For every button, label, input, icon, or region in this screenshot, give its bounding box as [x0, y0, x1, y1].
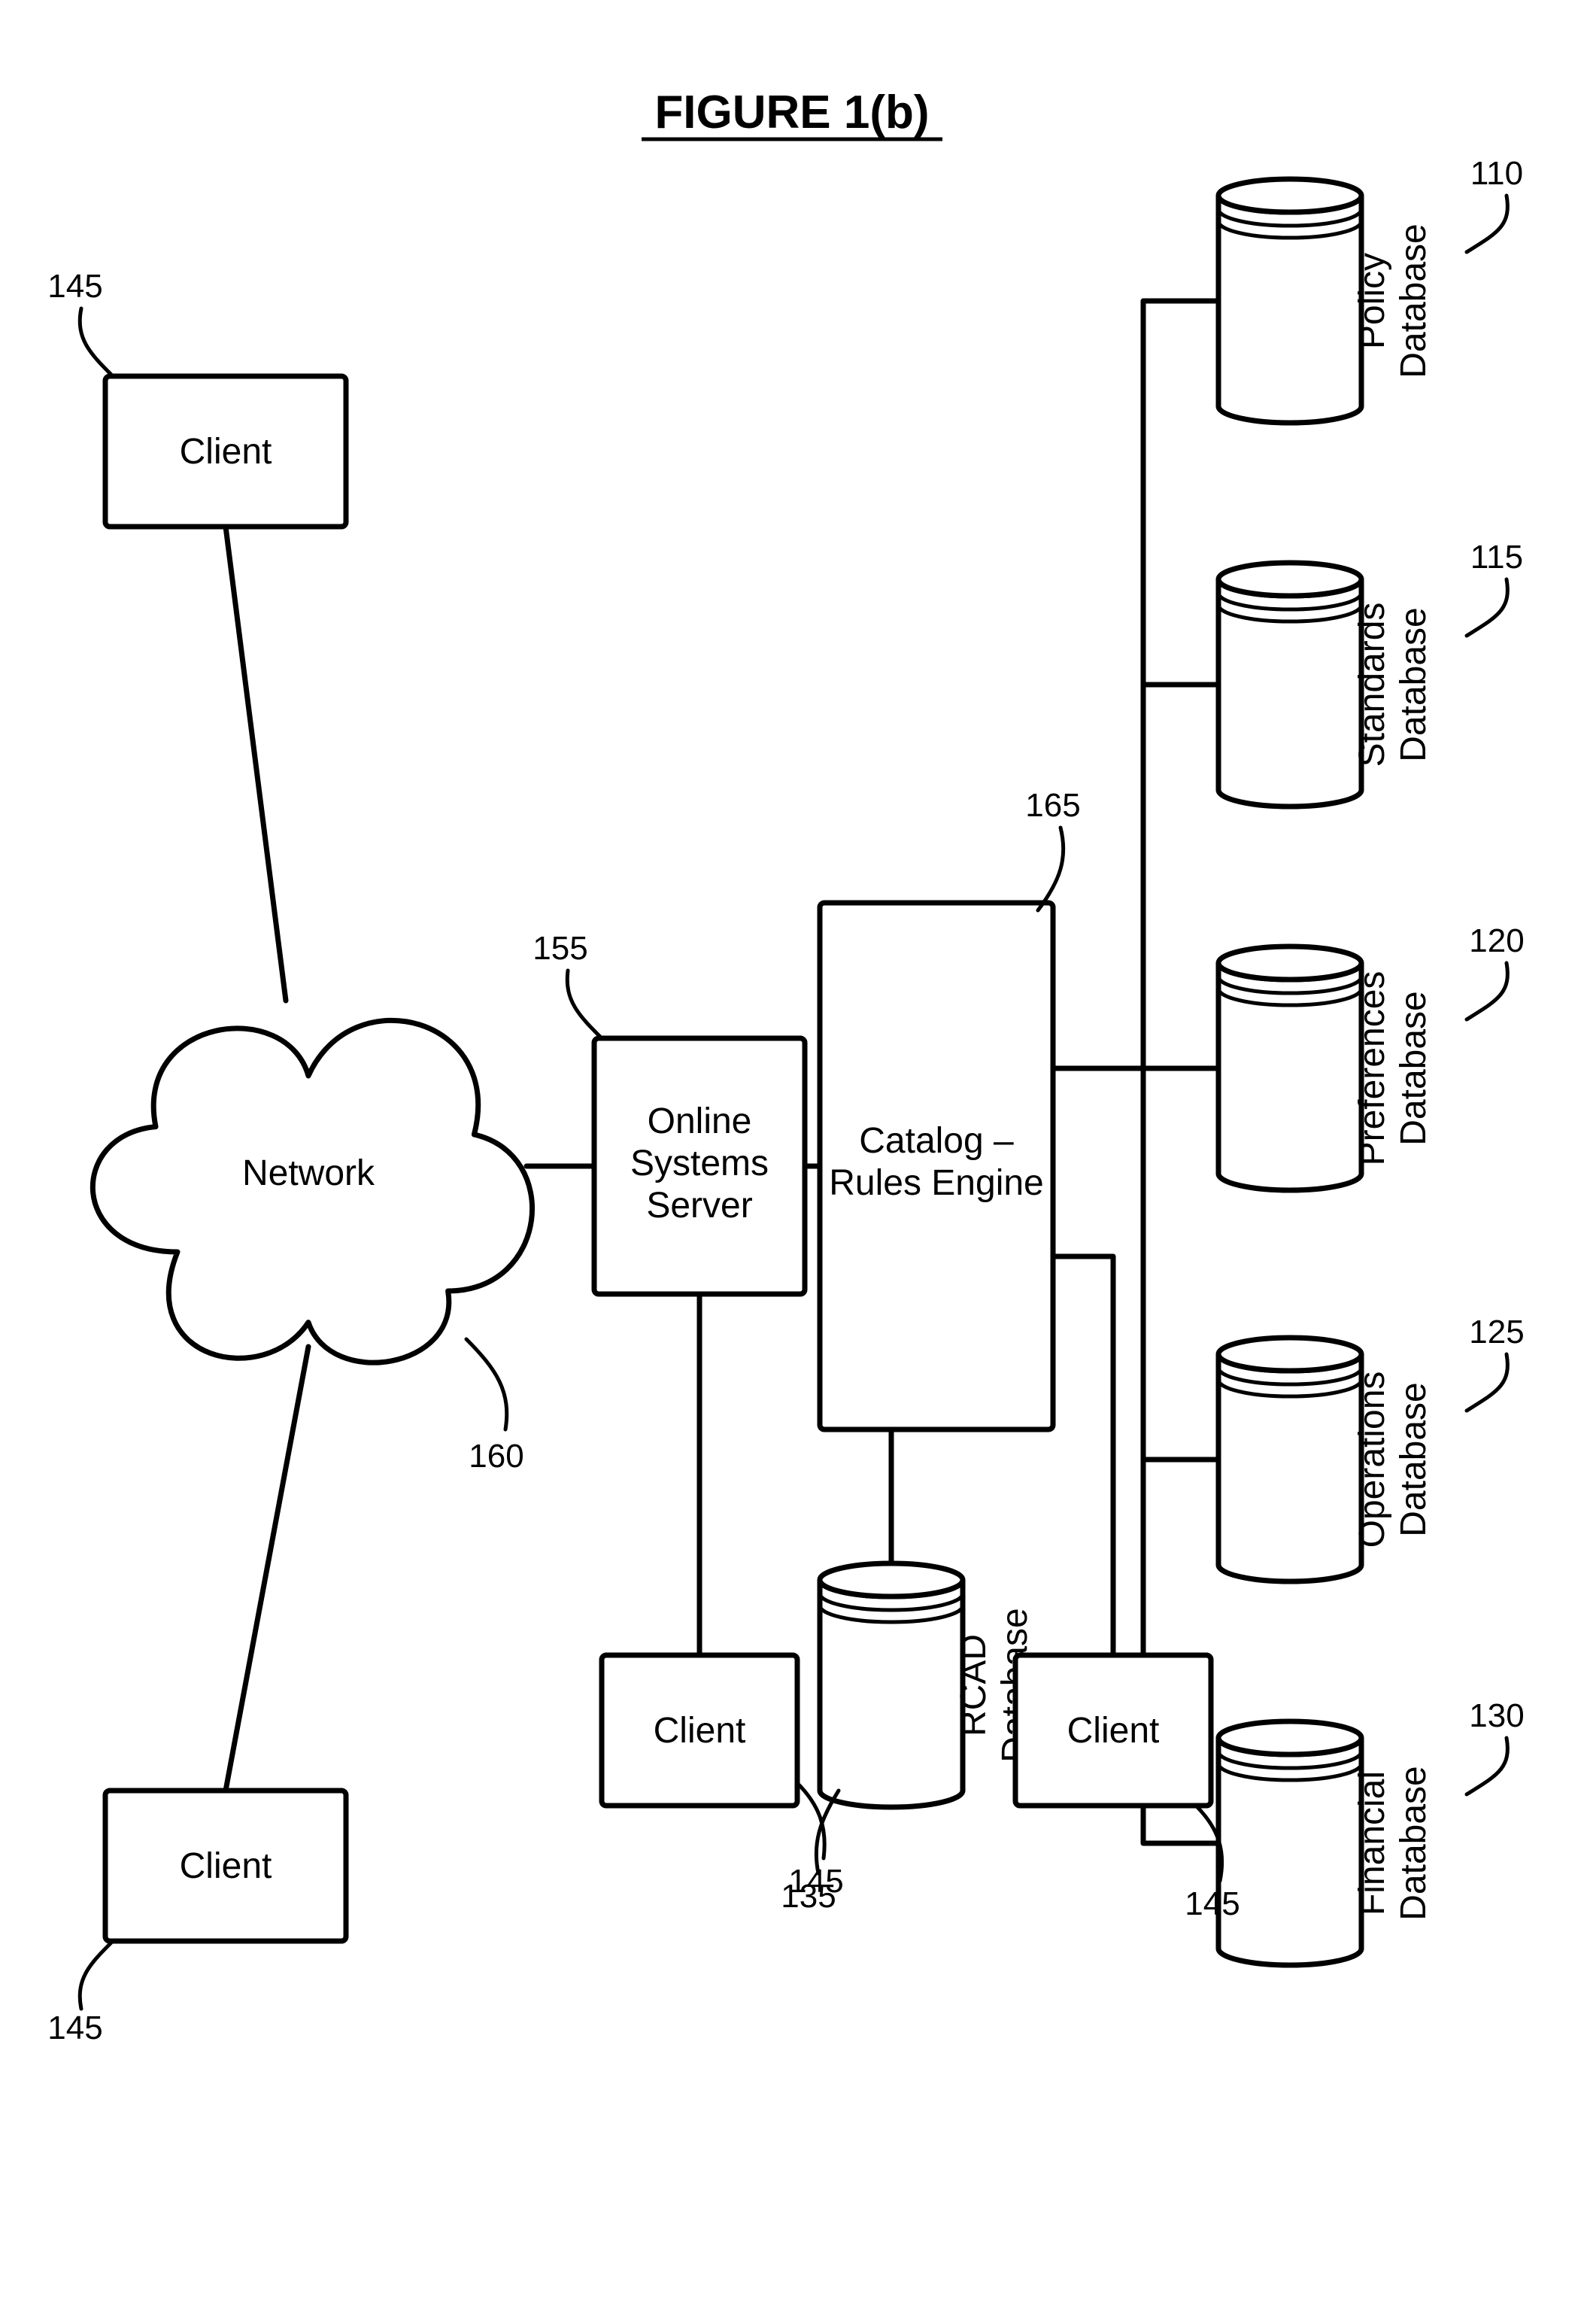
db-top [1218, 946, 1361, 980]
label: Server [646, 1186, 752, 1226]
db-label-2: Database [1394, 1382, 1434, 1536]
cloud-label: Network [242, 1153, 375, 1193]
label: Catalog – [859, 1121, 1014, 1161]
box-label: Client [1067, 1711, 1160, 1751]
ref-db_policy: 110 [1470, 155, 1523, 192]
ref-client_bl: 145 [47, 2010, 102, 2046]
db-label-1: Policy [1352, 253, 1392, 349]
ref-client_tl: 145 [47, 268, 102, 305]
ref-server: 155 [533, 930, 587, 967]
box-client_srv: Client [602, 1655, 797, 1806]
db-body [1218, 963, 1361, 1190]
ref-db_ops: 125 [1469, 1314, 1524, 1350]
db-body [1218, 1738, 1361, 1965]
db-label-2: Database [1394, 991, 1434, 1145]
db-label-1: Operations [1352, 1372, 1392, 1548]
ref-db_std: 115 [1470, 539, 1523, 576]
db-label-1: Standards [1352, 603, 1392, 767]
db-label-1: RCAD [954, 1634, 994, 1736]
box-label: Client [180, 1846, 272, 1886]
ref-network: 160 [469, 1438, 523, 1475]
ref-db_pref: 120 [1469, 922, 1524, 959]
box-client_cat: Client [1015, 1655, 1211, 1806]
db-label-2: Database [1394, 223, 1434, 378]
db-label-2: Database [1394, 607, 1434, 761]
db-top [1218, 179, 1361, 212]
db-top [1218, 1338, 1361, 1371]
box-client_bl: Client [105, 1791, 346, 1941]
db-body [820, 1580, 963, 1807]
db-body [1218, 1354, 1361, 1581]
box-label: Client [654, 1711, 746, 1751]
box-label: Client [180, 432, 272, 472]
db-label-2: Database [1394, 1766, 1434, 1920]
ref-rcad: 135 [781, 1878, 836, 1915]
label: Online [648, 1101, 752, 1141]
db-top [820, 1563, 963, 1596]
ref-catalog: 165 [1025, 787, 1080, 824]
db-top [1218, 1721, 1361, 1754]
box-catalog: Catalog –Rules Engine [820, 903, 1053, 1429]
db-body [1218, 196, 1361, 423]
box-server: OnlineSystemsServer [594, 1038, 805, 1294]
db-body [1218, 579, 1361, 807]
ref-db_fin: 130 [1469, 1697, 1524, 1734]
db-top [1218, 563, 1361, 596]
ref-client_cat: 145 [1185, 1885, 1240, 1922]
box-client_tl: Client [105, 376, 346, 527]
figure-title: FIGURE 1(b) [654, 87, 929, 138]
db-label-1: Financial [1352, 1771, 1392, 1915]
db-label-1: Preferences [1352, 971, 1392, 1166]
label: Rules Engine [829, 1163, 1044, 1203]
label: Systems [630, 1144, 769, 1183]
